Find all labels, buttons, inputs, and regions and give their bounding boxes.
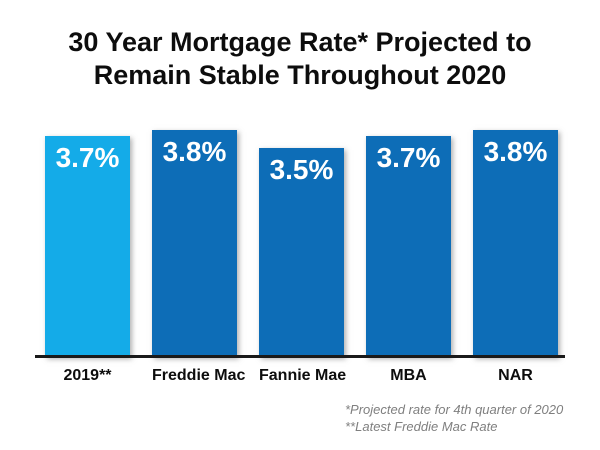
x-axis-label-freddie-mac: Freddie Mac [152, 367, 246, 384]
bar-freddie-mac: 3.8% [152, 130, 237, 357]
bar-value-label: 3.5% [269, 154, 334, 185]
bar-mba: 3.7% [366, 136, 451, 357]
x-axis-label-fannie-mae: Fannie Mae [259, 367, 347, 384]
bar-nar: 3.8% [473, 130, 558, 357]
bar-value-label: 3.7% [376, 142, 441, 173]
bar-value-label: 3.8% [483, 136, 548, 167]
bar-fannie-mae: 3.5% [259, 148, 344, 357]
footnote-latest-rate: **Latest Freddie Mac Rate [345, 418, 498, 434]
chart-title: 30 Year Mortgage Rate* Projected to Rema… [0, 26, 600, 92]
x-axis-line [35, 355, 565, 358]
footnote-projected-rate: *Projected rate for 4th quarter of 2020 [345, 402, 564, 417]
bar-2019: 3.7% [45, 136, 130, 357]
chart-title-line-2: Remain Stable Throughout 2020 [93, 60, 507, 90]
x-axis-label-2019: 2019** [63, 367, 112, 384]
bar-value-label: 3.7% [55, 142, 120, 173]
x-axis-label-nar: NAR [498, 367, 533, 384]
x-axis-label-mba: MBA [390, 367, 427, 384]
bar-value-label: 3.8% [162, 136, 227, 167]
footnotes: *Projected rate for 4th quarter of 2020 … [345, 402, 563, 435]
chart-title-line-1: 30 Year Mortgage Rate* Projected to [68, 27, 532, 57]
